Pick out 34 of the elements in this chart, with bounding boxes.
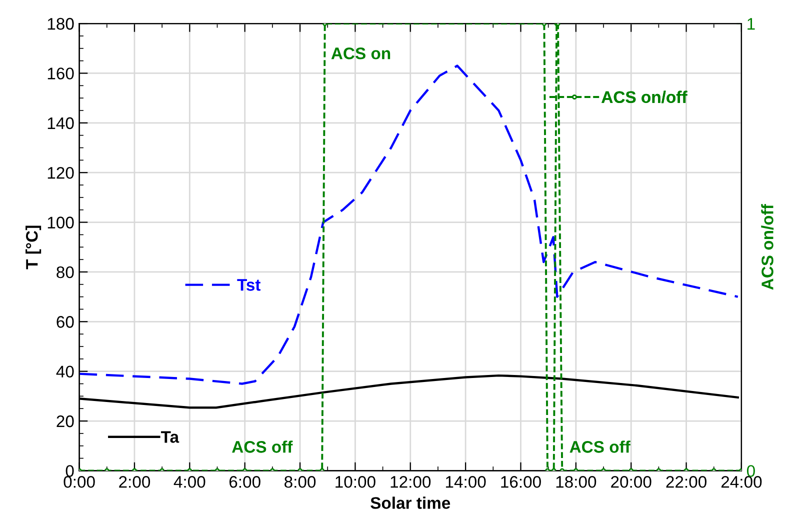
y-tick-label: 100 [48,216,74,228]
legend-label: Ta [160,431,180,443]
y-tick-label: 40 [56,366,74,378]
y2-tick-label: 0 [746,465,755,477]
x-tick-label: 12:00 [390,476,431,488]
x-tick-label: 24:00 [721,476,762,488]
x-tick-label: 8:00 [284,476,316,488]
annotation: ACS off [570,440,630,453]
x-tick-label: 2:00 [119,476,150,488]
legend-label: Tst [237,279,261,291]
y-tick-label: 80 [56,266,74,278]
x-tick-label: 6:00 [229,476,260,488]
legend-label: ACS on/off [602,90,688,104]
y-tick-label: 160 [48,68,74,80]
y2-tick-label: 1 [748,18,755,30]
x-tick-label: 16:00 [501,476,541,488]
y-tick-label: 120 [48,166,74,179]
y-tick-label: 140 [48,117,74,130]
annotation: ACS on [331,48,390,60]
x-tick-label: 10:00 [336,476,376,488]
y-tick-label: 0 [66,465,74,477]
x-tick-label: 18:00 [556,476,596,488]
x-axis-title: Solar time [370,496,450,509]
x-tick-label: 14:00 [446,476,486,488]
x-tick-label: 22:00 [666,476,706,488]
x-tick-label: 0:00 [64,476,95,488]
y-tick-label: 180 [48,18,74,30]
x-tick-label: 4:00 [174,476,206,488]
annotation: ACS off [232,440,293,453]
y-tick-label: 20 [56,415,74,428]
x-tick-label: 20:00 [611,476,652,488]
y-axis-title: T [°C] [26,226,42,270]
y-tick-label: 60 [56,316,74,328]
y2-axis-title: ACS on/off [761,204,774,290]
